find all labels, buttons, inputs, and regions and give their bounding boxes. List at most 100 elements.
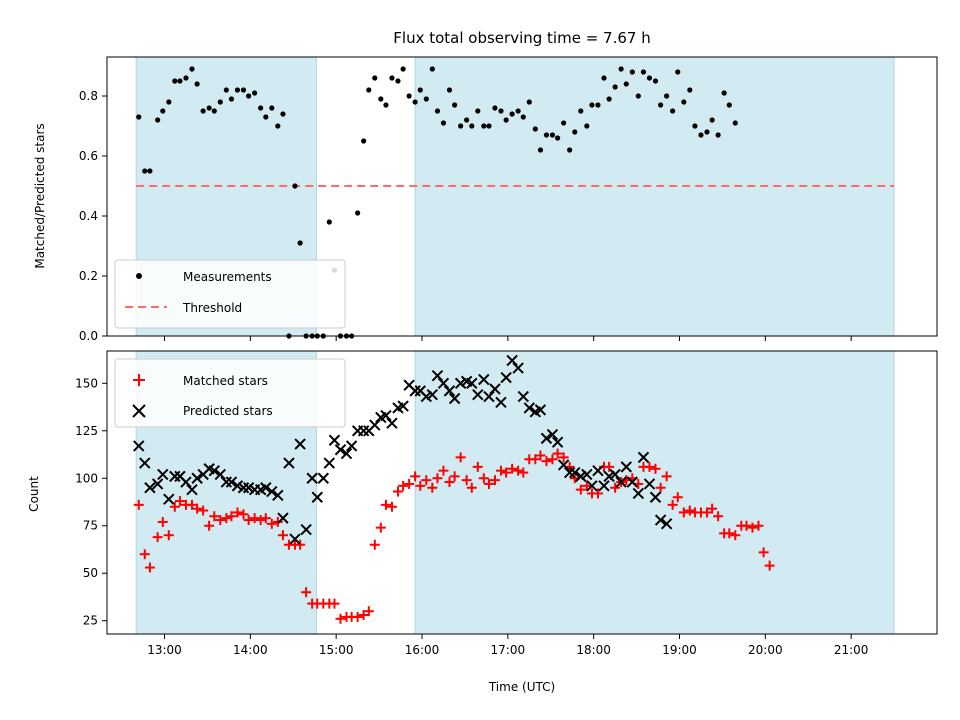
top-observing-windows [135, 56, 895, 337]
matched-star-point [558, 452, 569, 463]
matched-star-point [764, 560, 775, 571]
measurement-point [584, 123, 590, 129]
matched-star-point [610, 482, 621, 493]
measurement-points [136, 66, 738, 339]
measurement-point [372, 75, 378, 81]
matched-star-point [466, 482, 477, 493]
measurement-point [383, 102, 389, 108]
predicted-star-point [437, 377, 450, 389]
matched-star-point [747, 522, 758, 533]
measurement-point [269, 105, 275, 111]
matched-star-point [495, 465, 506, 476]
x-tick-label: 21:00 [834, 643, 869, 657]
measurement-point [389, 75, 395, 81]
measurement-point [326, 219, 332, 225]
predicted-star-point [512, 362, 524, 374]
measurement-point [715, 132, 721, 138]
predicted-star-point [345, 440, 358, 452]
matched-star-point [478, 473, 489, 484]
measurement-point [732, 120, 738, 126]
matched-star-point [266, 518, 277, 529]
measurement-point [263, 114, 269, 120]
measurement-point [515, 108, 521, 114]
measurement-point [595, 102, 601, 108]
predicted-star-point [225, 476, 238, 488]
top-x-ticks [164, 336, 852, 341]
matched-star-point [358, 610, 369, 621]
measurement-point [475, 108, 481, 114]
measurement-point [395, 78, 401, 84]
top-legend: Measurements Threshold [114, 259, 346, 329]
legend-matched-label: Matched stars [183, 374, 268, 388]
x-tick-label: 17:00 [491, 643, 526, 657]
predicted-star-point [191, 472, 203, 484]
bottom-y-axis-label: Count [27, 476, 41, 512]
predicted-star-point [506, 354, 518, 367]
x-tick-label: 16:00 [405, 643, 440, 657]
predicted-star-point [369, 419, 381, 431]
matched-star-point [369, 539, 380, 550]
matched-star-point [163, 530, 174, 541]
measurement-point [612, 84, 618, 90]
top-y-ticks: 0.0 0.2 0.4 0.6 0.8 [79, 89, 107, 343]
bottom-y-tick-label: 75 [83, 519, 98, 533]
top-panel: 0.00.20.40.60.8 Matched/Predicted stars … [33, 56, 938, 343]
measurement-point [252, 90, 258, 96]
predicted-star-point [598, 480, 610, 492]
measurement-point [664, 93, 670, 99]
measurement-point [503, 117, 509, 123]
x-tick-label: 13:00 [147, 643, 182, 657]
measurement-point [440, 120, 447, 126]
measurement-point [698, 132, 704, 138]
x-tick-label: 14:00 [233, 643, 268, 657]
predicted-star-point [534, 404, 547, 416]
x-tick-label: 15:00 [319, 643, 354, 657]
predicted-star-point [483, 390, 495, 403]
top-y-tick-label: 0.2 [79, 269, 98, 283]
predicted-star-point [260, 482, 272, 494]
matched-star-point [386, 501, 397, 512]
matched-star-point [489, 475, 500, 486]
measurement-point [297, 240, 303, 246]
measurement-point [481, 123, 487, 129]
measurement-point [458, 123, 464, 129]
measurement-point [211, 108, 217, 114]
top-y-tick-label: 0.4 [79, 209, 98, 223]
predicted-star-point [214, 468, 227, 481]
x-tick-label: 20:00 [748, 643, 783, 657]
predicted-star-point [220, 476, 233, 488]
predicted-star-point [643, 478, 656, 490]
measurement-point [434, 108, 441, 114]
matched-star-point [192, 503, 203, 514]
measurement-point [537, 147, 544, 153]
measurement-point [280, 111, 286, 117]
measurement-point [498, 108, 504, 114]
predicted-star-point [306, 472, 318, 484]
measurement-point [172, 78, 178, 84]
predicted-star-point [283, 457, 295, 469]
predicted-star-point [620, 461, 632, 473]
measurement-point [155, 117, 161, 123]
predicted-star-point [581, 468, 593, 481]
observing-window [414, 350, 895, 635]
measurement-point [423, 96, 429, 102]
matched-star-point [352, 611, 363, 622]
matched-star-point [644, 461, 655, 472]
measurement-point [378, 96, 384, 102]
measurement-point [709, 117, 715, 123]
legend-measurement-marker [136, 273, 142, 279]
measurement-point [726, 102, 732, 108]
measurement-point [543, 132, 550, 138]
matched-star-point [541, 456, 552, 467]
measurement-point [640, 69, 647, 75]
measurement-point [189, 66, 195, 72]
measurement-point [355, 210, 361, 216]
matched-star-point [260, 513, 271, 524]
matched-star-point [650, 463, 661, 474]
predicted-star-point [517, 390, 529, 403]
matched-star-point [139, 549, 150, 560]
measurement-point [618, 66, 624, 72]
bottom-y-tick-label: 100 [75, 471, 98, 485]
predicted-star-point [431, 369, 444, 382]
